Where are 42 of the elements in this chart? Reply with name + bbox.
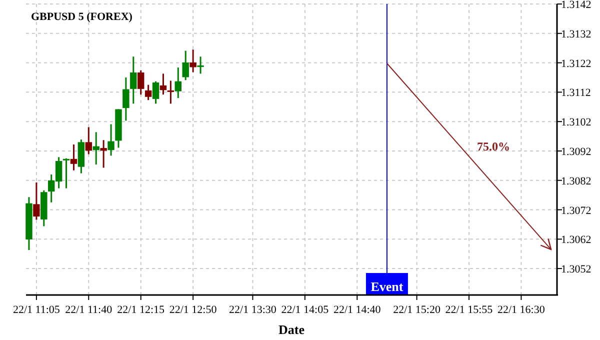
candlestick	[122, 76, 130, 122]
candlestick	[70, 144, 78, 172]
x-tick-label: 22/1 12:50	[169, 304, 218, 316]
x-tick-label: 22/1 11:05	[12, 304, 60, 316]
x-tick-label: 22/1 14:40	[333, 304, 382, 316]
x-tick-label: 22/1 12:15	[117, 304, 166, 316]
text: GBPUSD 5 (FOREX)	[31, 11, 133, 23]
x-tick-label: 22/1 13:30	[229, 304, 277, 316]
candlestick	[174, 66, 182, 99]
y-tick-label: 1.3142	[561, 0, 592, 11]
candlestick	[160, 72, 167, 96]
y-tick-label: 1.3052	[561, 264, 592, 276]
candlestick	[137, 70, 144, 96]
x-tick-label: 22/1 16:30	[498, 304, 546, 316]
candlestick	[144, 84, 152, 101]
y-tick-label: 1.3102	[561, 116, 592, 129]
y-tick-label: 1.3122	[561, 58, 592, 70]
x-tick-label: 22/1 15:55	[445, 304, 494, 316]
candlestick	[130, 56, 137, 104]
ref-line-label: Event	[370, 279, 404, 294]
candlestick	[100, 139, 107, 168]
y-tick-label: 1.3072	[561, 204, 592, 217]
y-tick-label: 1.3132	[561, 28, 592, 40]
candlestick	[92, 131, 100, 166]
candlestick	[197, 56, 204, 74]
candlestick	[190, 48, 196, 73]
x-tick-label: 22/1 14:05	[281, 304, 330, 316]
y-tick-label: 1.3082	[561, 175, 592, 188]
candlestick	[152, 80, 160, 104]
annotation: 75.0%	[476, 139, 510, 154]
x-tick-label: 22/1 11:40	[65, 304, 113, 316]
candlestick	[85, 126, 92, 155]
y-tick-label: 1.3092	[561, 146, 592, 158]
x-axis-title: Date	[278, 322, 305, 337]
candlestick	[62, 158, 70, 190]
x-tick-label: 22/1 15:20	[393, 304, 441, 316]
candlestick	[167, 80, 174, 104]
candlestick	[33, 182, 40, 220]
candlestick	[108, 123, 114, 156]
y-tick-label: 1.3112	[561, 87, 591, 100]
y-tick-label: 1.3062	[561, 234, 592, 246]
candlestick	[182, 50, 189, 81]
